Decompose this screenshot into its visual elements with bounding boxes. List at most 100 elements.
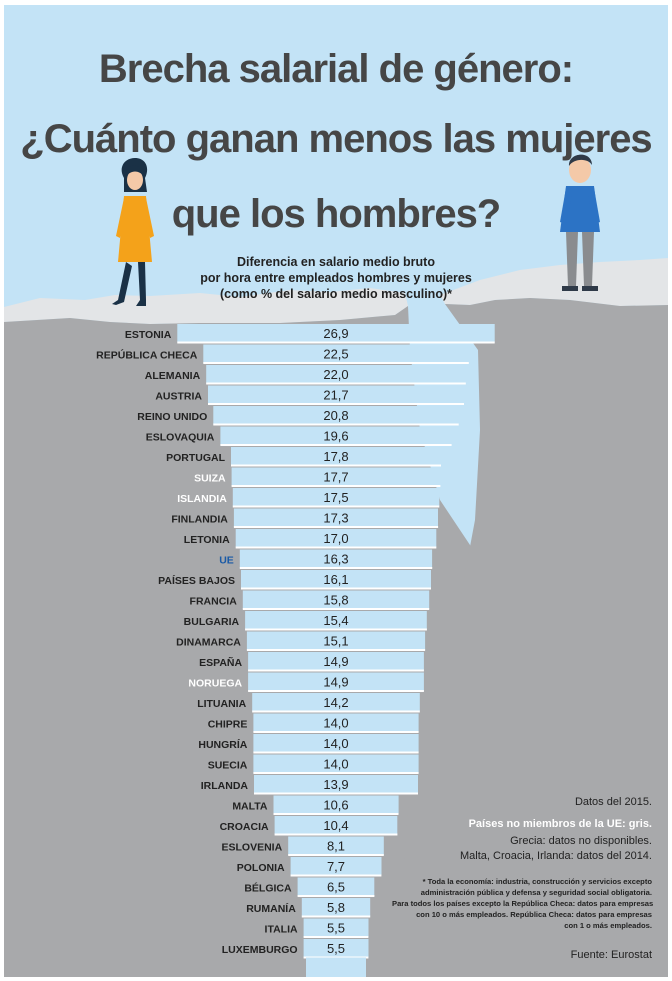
category-label: ESPAÑA <box>199 656 242 669</box>
source-note: Fuente: Eurostat <box>570 949 652 961</box>
category-label: MALTA <box>232 801 268 813</box>
category-label: ITALIA <box>265 924 298 936</box>
value-label: 14,0 <box>323 757 348 772</box>
bar-noruega <box>248 672 424 691</box>
bar-francia <box>242 590 430 609</box>
bar-finlandia <box>233 508 438 527</box>
category-label: CROACIA <box>220 821 269 833</box>
category-label: LUXEMBURGO <box>222 944 298 956</box>
value-label: 14,9 <box>323 654 348 669</box>
bar-españa <box>248 652 424 671</box>
value-label: 22,0 <box>323 367 348 382</box>
value-label: 19,6 <box>323 429 348 444</box>
note-greece: Grecia: datos no disponibles. <box>510 835 652 847</box>
title-line-3: que los hombres? <box>171 192 502 236</box>
value-label: 20,8 <box>323 408 348 423</box>
value-label: 17,0 <box>323 531 348 546</box>
category-label: BÉLGICA <box>244 882 292 895</box>
value-label: 8,1 <box>327 839 345 854</box>
category-label: REPÚBLICA CHECA <box>96 349 198 362</box>
bar-italia <box>303 918 369 937</box>
footnote-line-1: * Toda la economía: industria, construcc… <box>422 877 652 886</box>
bar-croacia <box>274 816 398 835</box>
value-label: 7,7 <box>327 859 345 874</box>
category-label: DINAMARCA <box>176 637 241 649</box>
value-label: 15,8 <box>323 593 348 608</box>
category-label: HUNGRÍA <box>198 738 247 751</box>
category-label: REINO UNIDO <box>137 411 207 423</box>
value-label: 5,5 <box>327 941 345 956</box>
value-label: 17,3 <box>323 511 348 526</box>
value-label: 14,9 <box>323 675 348 690</box>
footnote-line-5: con 1 o más empleados. <box>564 921 652 930</box>
bar-hungría <box>253 734 419 753</box>
value-label: 26,9 <box>323 326 348 341</box>
category-label: UE <box>219 555 234 567</box>
subtitle-line-3: (como % del salario medio masculino)* <box>219 287 452 301</box>
bar-eslovenia <box>288 836 384 855</box>
value-label: 21,7 <box>323 388 348 403</box>
bar-países-bajos <box>241 570 431 589</box>
bar-lituania <box>252 693 420 712</box>
bar-austria <box>208 385 465 404</box>
bar-chipre <box>253 713 419 732</box>
bar-islandia <box>232 488 440 507</box>
right-cliff <box>402 298 668 977</box>
bar-suiza <box>231 467 441 486</box>
value-label: 14,2 <box>323 695 348 710</box>
value-label: 10,4 <box>323 818 348 833</box>
value-label: 22,5 <box>323 347 348 362</box>
value-label: 14,0 <box>323 716 348 731</box>
value-label: 13,9 <box>323 777 348 792</box>
bar-group <box>177 324 495 959</box>
bar-bélgica <box>297 877 375 896</box>
value-label: 5,8 <box>327 900 345 915</box>
subtitle-line-1: Diferencia en salario medio bruto <box>237 255 435 269</box>
note-date: Datos del 2015. <box>574 796 652 808</box>
category-label: RUMANÍA <box>246 902 296 915</box>
category-label: BULGARIA <box>184 616 240 628</box>
note-non-eu: Países no miembros de la UE: gris. <box>468 818 652 830</box>
category-label: PAÍSES BAJOS <box>158 574 235 587</box>
left-cliff-snow <box>4 288 408 324</box>
note-2014: Malta, Croacia, Irlanda: datos del 2014. <box>459 850 652 862</box>
category-label: LITUANIA <box>197 698 246 710</box>
footnote-line-4: con 10 o más empleados. República Checa:… <box>416 910 652 919</box>
bar-alemania <box>206 365 466 384</box>
category-label: FRANCIA <box>190 596 238 608</box>
category-label: LETONIA <box>184 534 230 546</box>
category-label: SUIZA <box>194 473 226 485</box>
category-label: AUSTRIA <box>155 391 202 403</box>
category-label: ESLOVAQUIA <box>146 432 215 444</box>
value-label: 5,5 <box>327 921 345 936</box>
value-label: 14,0 <box>323 736 348 751</box>
right-cliff-snow <box>440 258 668 306</box>
bar-reino-unido <box>213 406 459 425</box>
value-label: 15,4 <box>323 613 348 628</box>
title-line-1: Brecha salarial de género: <box>98 47 574 91</box>
category-label: IRLANDA <box>201 780 249 792</box>
footnote-line-2: administración pública y defensa y segur… <box>420 888 652 897</box>
bar-malta <box>273 795 399 814</box>
bar-eslovaquia <box>220 426 452 445</box>
category-label: ESLOVENIA <box>222 842 283 854</box>
bar-irlanda <box>254 775 418 794</box>
bar-ue <box>239 549 433 568</box>
bar-luxemburgo <box>303 939 369 958</box>
bar-estonia <box>177 324 495 343</box>
bar-portugal <box>231 447 441 466</box>
label-group: 26,9 ESTONIA 22,5 REPÚBLICA CHECA 22,0 ALEMAN… <box>96 326 348 956</box>
bar-suecia <box>253 754 419 773</box>
category-label: FINLANDIA <box>171 514 228 526</box>
value-label: 15,1 <box>323 634 348 649</box>
footnote-line-3: Para todos los países excepto la Repúbli… <box>392 899 654 908</box>
subtitle-line-2: por hora entre empleados hombres y mujer… <box>200 271 472 285</box>
category-label: ESTONIA <box>125 329 172 341</box>
category-label: ISLANDIA <box>177 493 227 505</box>
bar-letonia <box>235 529 437 548</box>
bar-república-checa <box>203 344 469 363</box>
bar-rumanía <box>301 898 371 917</box>
woman-icon <box>112 158 154 306</box>
